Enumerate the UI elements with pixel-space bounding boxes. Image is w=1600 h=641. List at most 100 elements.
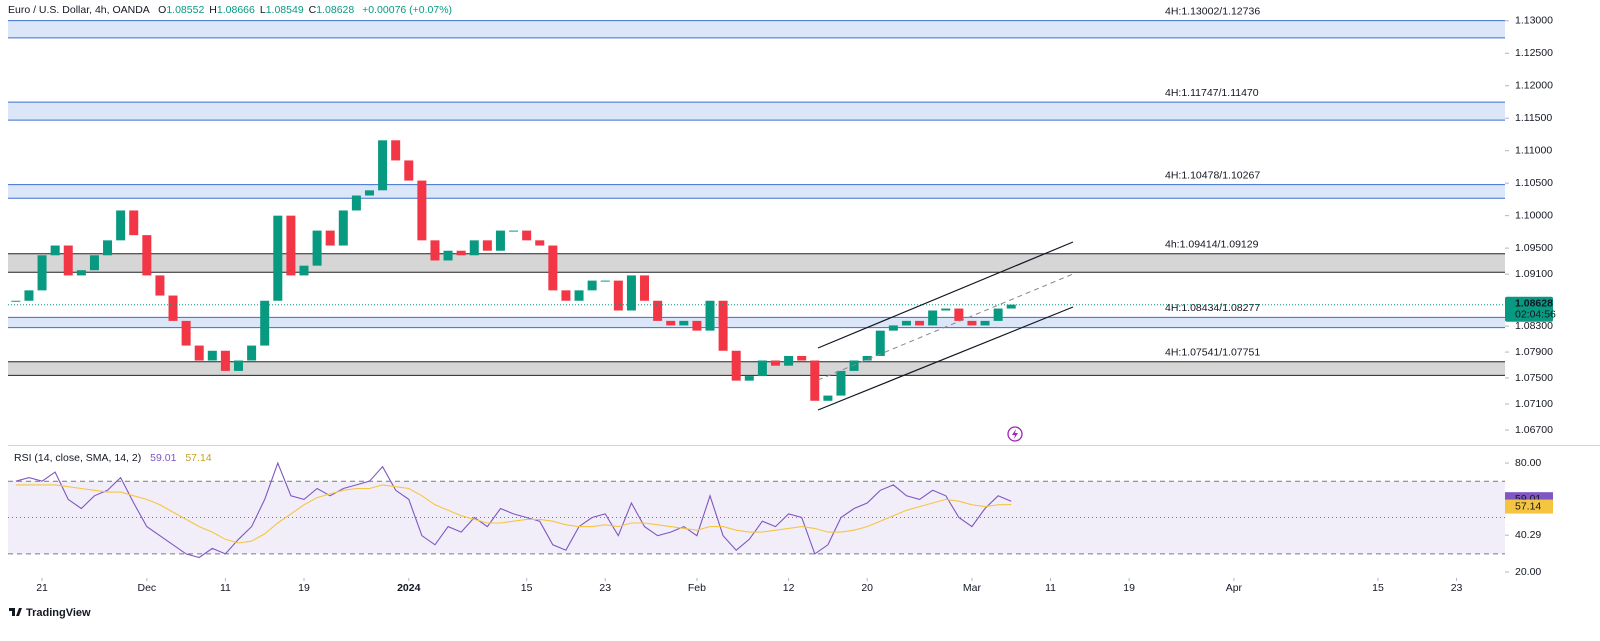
candle [718,300,728,351]
candle [993,308,1003,321]
candle [941,308,951,311]
candle [797,355,807,361]
header-line: Euro / U.S. Dollar, 4h, OANDA O1.08552 H 1… [8,4,452,16]
candle [430,240,440,261]
logo-mark [9,608,22,616]
zone-label: 4h:1.09414/1.09129 [1165,238,1259,250]
candle [207,350,217,361]
y-tick-label: 1.07100 [1515,398,1553,410]
candle [103,240,113,256]
x-tick-label: Dec [137,582,156,594]
candle [404,160,414,181]
y-tick-label: 1.11500 [1515,112,1552,124]
candle [574,290,584,301]
y-tick-label: 1.10500 [1515,177,1553,189]
zone [8,20,1505,38]
ohlc-label: H [209,4,217,16]
candle [286,215,296,276]
candle [1006,304,1016,309]
ohlc-value: 1.08552 [166,4,204,16]
candle [823,395,833,401]
symbol-title: Euro / U.S. Dollar, 4h, OANDA [8,4,150,16]
last-price-label: 1.08628 [1515,298,1553,310]
candle [770,360,780,366]
x-tick-label: 20 [861,582,873,594]
candle [37,255,47,291]
rsi-line [15,484,1012,544]
candle [640,275,650,301]
rsi-y-tick-label: 40.29 [1515,529,1541,541]
candle [692,320,702,331]
x-tick-label: 12 [783,582,795,594]
y-tick-label: 1.07500 [1515,372,1553,384]
zone-label: 4H:1.06243/1.06068 [1165,444,1260,456]
candle [234,360,244,371]
candle [875,330,885,356]
candle [495,230,505,251]
candle [928,310,938,326]
candle [901,320,911,326]
event-icon-bolt [1012,429,1018,439]
zone-label: 4H:1.08434/1.08277 [1165,302,1260,314]
candle [666,320,676,326]
zone-label: 4H:1.07541/1.07751 [1165,347,1260,359]
rsi-last: 59.01 [150,452,176,464]
candle [89,255,99,271]
candle [220,350,230,371]
rsi-tag-label: 57.14 [1515,500,1541,512]
candle [915,320,925,326]
candle [391,140,401,161]
candle [443,250,453,261]
x-tick-label: 21 [36,582,48,594]
y-tick-label: 1.10000 [1515,209,1553,221]
candle [129,210,139,236]
ohlc-label: O [158,4,166,16]
x-tick-label: Mar [963,582,982,594]
candle [587,280,597,291]
countdown: 02:04:56 [1515,309,1556,321]
candle [24,290,34,301]
zone-label: 4H:1.10478/1.10267 [1165,169,1260,181]
zone [8,102,1505,121]
ohlc-label: C [309,4,317,16]
candle [509,230,519,232]
rsi-sma-last: 57.14 [185,452,211,464]
candle [784,355,794,366]
x-tick-label: 23 [1451,582,1463,594]
x-tick-label: 11 [1045,582,1056,594]
candle [50,245,60,256]
y-tick-label: 1.08300 [1515,320,1553,332]
price-pane: 4H:1.13002/1.12736 4H:1.11747/1.11470 4H:1… [8,5,1505,456]
candle [888,325,898,331]
candle [456,250,466,256]
candle [299,265,309,276]
x-tick-label: 15 [521,582,533,594]
y-tick-label: 1.09500 [1515,242,1553,254]
candle [155,275,165,296]
candle [561,290,571,301]
candle [351,195,361,211]
zone [8,317,1505,328]
logo: TradingView [9,607,91,619]
y-tick-label: 1.06700 [1515,424,1553,436]
zone [8,184,1505,199]
candle [757,360,767,377]
candle [810,360,820,401]
candle [653,300,663,321]
candle [744,376,754,381]
logo-text: TradingView [26,607,91,619]
x-tick-label: 11 [220,582,231,594]
candle [325,230,335,246]
rsi-header: RSI (14, close, SMA, 14, 2) 59.01 57.14 [14,452,212,464]
candle [63,245,73,276]
candle [836,370,846,396]
last-price-tag [1505,296,1553,322]
ohlc-value: 1.08628 [316,4,354,16]
x-tick-label: Apr [1226,582,1243,594]
candle [168,295,178,321]
candle [679,320,689,326]
candle [967,320,977,326]
candle [613,280,623,311]
x-tick-label: 2024 [397,582,421,594]
x-tick-label: Feb [688,582,706,594]
